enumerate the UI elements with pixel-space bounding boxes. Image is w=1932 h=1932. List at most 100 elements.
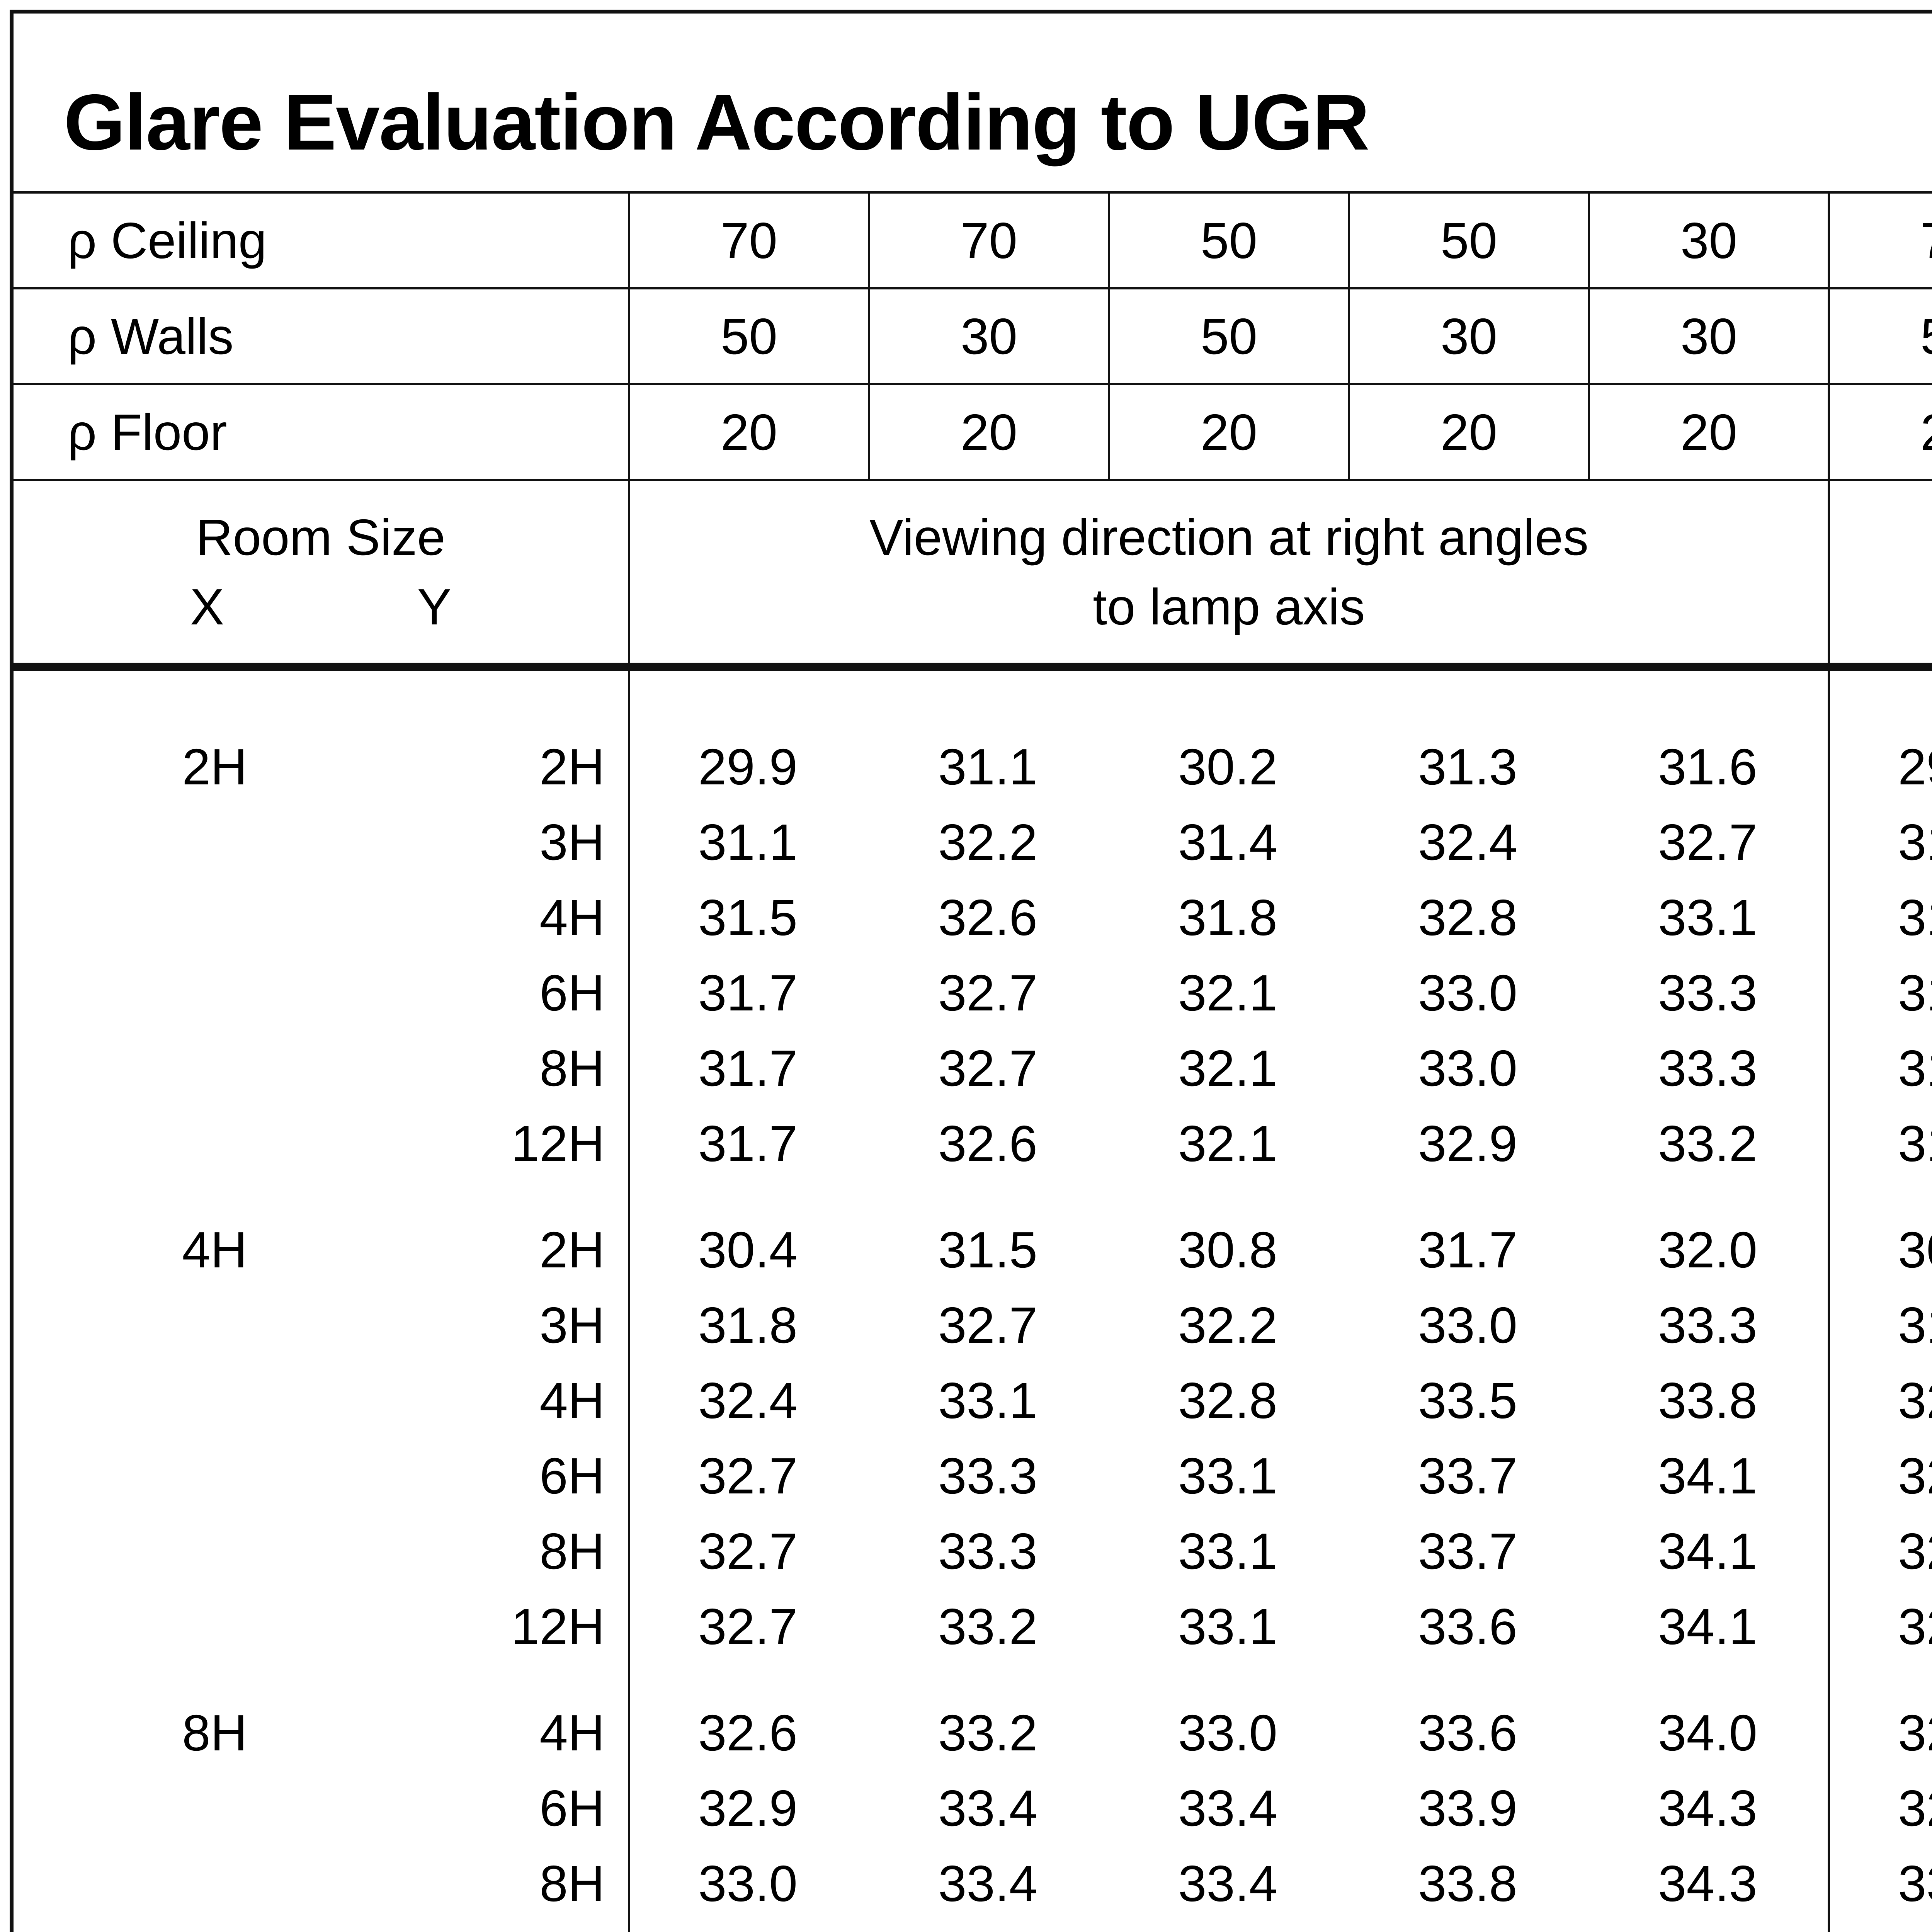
room-y-value: 6H [539, 964, 605, 1021]
ugr-row: 4H2H30.431.530.831.732.030.431.530.831.7… [14, 1212, 1932, 1287]
ugr-value: 31.8 [1178, 889, 1277, 946]
heading-line: to lamp axis [1093, 578, 1365, 635]
ugr-value: 32.2 [1178, 1297, 1277, 1354]
ugr-report-sheet: Glare Evaluation According to UGR ρ Ceil… [10, 10, 1932, 1932]
ugr-value: 32.7 [938, 964, 1037, 1021]
ugr-row: 8H32.733.333.133.734.132.733.333.133.734… [14, 1514, 1932, 1589]
divider-halves [1828, 671, 1830, 1932]
room-y-value: 8H [539, 1040, 605, 1097]
ugr-values-left: 30.4 31.5 30.8 31.7 32.0 [628, 1221, 1828, 1279]
ugr-value: 31.7 [698, 1040, 798, 1097]
ugr-values-left: 33.0 33.4 33.4 33.8 34.3 [628, 1854, 1828, 1913]
room-y-value: 4H [539, 1704, 605, 1761]
ugr-values-left: 31.1 32.2 31.4 32.4 32.7 [628, 813, 1828, 871]
ugr-value: 33.1 [1178, 1523, 1277, 1580]
ugr-value: 33.6 [1418, 1598, 1517, 1655]
ugr-value: 31.8 [1898, 1297, 1932, 1354]
ugr-values-right: 31.732.632.132.933.2 [1828, 1114, 1932, 1173]
ugr-value: 33.3 [1658, 1040, 1757, 1097]
ugr-value: 32.7 [1658, 814, 1757, 871]
ugr-row: 4H31.532.631.832.833.131.532.631.832.833… [14, 880, 1932, 955]
ugr-value: 33.1 [1178, 1447, 1277, 1504]
ugr-values-left: 31.7 32.7 32.1 33.0 33.3 [628, 964, 1828, 1022]
ugr-value: 33.8 [1348, 1930, 1588, 1932]
ugr-value: 31.1 [1898, 814, 1932, 871]
ugr-values-left: 32.9 33.4 33.4 33.9 34.3 [628, 1779, 1828, 1837]
ugr-values-left: 31.5 32.6 31.8 32.8 33.1 [628, 888, 1828, 947]
ugr-values-right: 31.132.231.432.432.7 [1828, 813, 1932, 871]
ugr-value: 29.9 [698, 738, 798, 795]
ugr-value: 32.6 [1898, 1704, 1932, 1761]
reflectance-value-cell: 20 [1108, 385, 1348, 479]
ugr-value: 32.1 [1178, 1040, 1277, 1097]
ugr-row: 12H32.733.233.133.634.132.733.233.133.63… [14, 1589, 1932, 1664]
ugr-group-2H: 2H2H29.931.130.231.331.629.931.130.231.3… [14, 729, 1932, 1181]
ugr-value: 32.7 [1898, 1523, 1932, 1580]
column-header-row: Room Size X Y Viewing direction at right… [14, 481, 1932, 671]
ugr-values-left: 32.6 33.2 33.0 33.6 34.0 [628, 1704, 1828, 1762]
ugr-value: 32.0 [1658, 1221, 1757, 1278]
ugr-value: 33.2 [938, 1598, 1037, 1655]
ugr-value: 32.9 [628, 1930, 868, 1932]
ugr-value: 32.9 [1828, 1930, 1932, 1932]
ugr-value: 32.6 [698, 1704, 798, 1761]
ugr-values-left: 32.7 33.3 33.1 33.7 34.1 [628, 1522, 1828, 1580]
ugr-value: 31.1 [698, 814, 798, 871]
ugr-row: 4H32.433.132.833.533.832.433.132.833.533… [14, 1363, 1932, 1438]
ugr-values-right: 32.733.333.133.734.1 [1828, 1522, 1932, 1580]
ugr-value: 31.1 [938, 738, 1037, 795]
ugr-values-right: 32.733.333.133.734.1 [1828, 1447, 1932, 1505]
ugr-value: 31.7 [1898, 964, 1932, 1021]
room-x-value: 8H [182, 1704, 247, 1761]
ugr-value: 33.4 [1178, 1855, 1277, 1912]
room-x-value: 2H [182, 738, 247, 795]
ugr-value: 33.7 [1418, 1523, 1517, 1580]
reflectance-value-cell: 50 [1348, 194, 1588, 287]
ugr-values-left: 32.4 33.1 32.8 33.5 33.8 [628, 1371, 1828, 1430]
ugr-value: 31.8 [698, 1297, 798, 1354]
ugr-value: 32.4 [1418, 814, 1517, 871]
ugr-value: 33.4 [938, 1855, 1037, 1912]
ugr-value: 31.3 [1418, 738, 1517, 795]
room-size-label: Room Size [196, 509, 446, 566]
ugr-value: 33.0 [1418, 964, 1517, 1021]
room-y-value: 6H [539, 1780, 605, 1837]
reflectance-value-cell: 50 [1828, 289, 1932, 383]
ugr-values-left: 32.7 33.2 33.1 33.6 34.1 [628, 1597, 1828, 1656]
room-y-value: 2H [539, 1221, 605, 1278]
ugr-value: 34.1 [1658, 1447, 1757, 1504]
ugr-value: 32.2 [938, 814, 1037, 871]
ugr-values-area: 2H2H29.931.130.231.331.629.931.130.231.3… [14, 671, 1932, 1932]
reflectance-value-cell: 30 [868, 289, 1108, 383]
viewing-direction-parallel-header: Viewing direction parallel to lamp axis [1828, 481, 1932, 663]
ugr-values-right: 31.532.631.832.833.1 [1828, 888, 1932, 947]
room-y-value: 12H [511, 1598, 605, 1655]
reflectance-value-cell: 50 [1108, 289, 1348, 383]
ugr-value: 33.8 [1658, 1372, 1757, 1429]
heading-line: Viewing direction at right angles [869, 509, 1589, 566]
ugr-value: 31.6 [1658, 738, 1757, 795]
ugr-value: 32.6 [938, 889, 1037, 946]
ugr-values-right: 30.431.530.831.732.0 [1828, 1221, 1932, 1279]
ugr-value: 31.5 [698, 889, 798, 946]
ugr-value: 33.1 [1658, 889, 1757, 946]
ugr-value: 30.4 [1898, 1221, 1932, 1278]
ugr-value: 33.0 [1898, 1855, 1932, 1912]
ugr-value: 32.7 [938, 1297, 1037, 1354]
ugr-value: 33.3 [1658, 964, 1757, 1021]
ugr-value: 34.3 [1588, 1930, 1828, 1932]
ugr-value: 31.7 [1898, 1040, 1932, 1097]
ugr-value: 33.9 [1418, 1780, 1517, 1837]
ugr-value: 33.5 [1418, 1372, 1517, 1429]
ugr-values-left: 29.9 31.1 30.2 31.3 31.6 [628, 738, 1828, 796]
ugr-value: 33.0 [698, 1855, 798, 1912]
ugr-values-right: 31.832.732.233.033.3 [1828, 1296, 1932, 1354]
ugr-value: 33.0 [1418, 1297, 1517, 1354]
reflectance-value-cell: 20 [628, 385, 868, 479]
ugr-value: 33.3 [1658, 1297, 1757, 1354]
ugr-row: 8H31.732.732.133.033.331.732.732.133.033… [14, 1031, 1932, 1106]
ugr-value: 33.4 [1178, 1780, 1277, 1837]
room-x-label: X [190, 578, 224, 635]
ugr-value: 32.7 [698, 1523, 798, 1580]
ugr-value: 31.4 [1178, 814, 1277, 871]
